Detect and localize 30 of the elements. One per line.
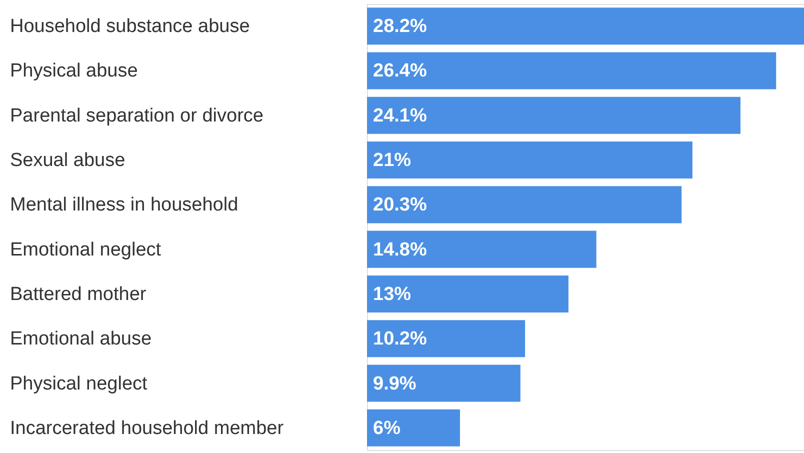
bar: [367, 96, 740, 134]
y-tick-label: Sexual abuse: [10, 150, 126, 172]
data-label: 10.2%: [373, 328, 427, 350]
data-label: 9.9%: [373, 373, 416, 394]
y-tick-label: Incarcerated household member: [10, 418, 284, 439]
bar: [367, 275, 568, 312]
data-label: 24.1%: [373, 105, 427, 126]
y-tick-label: Emotional neglect: [10, 239, 162, 260]
data-label: 6%: [373, 418, 401, 439]
data-label: 20.3%: [373, 194, 427, 216]
data-label: 26.4%: [373, 60, 427, 82]
y-tick-label: Physical neglect: [10, 373, 148, 394]
bar: [367, 8, 804, 45]
bar: [367, 364, 520, 402]
y-tick-label: Battered mother: [10, 284, 147, 305]
y-tick-label: Mental illness in household: [10, 194, 238, 216]
bar: [367, 230, 596, 268]
bar: [367, 52, 776, 90]
bar: [367, 186, 682, 224]
data-label: 21%: [373, 150, 412, 172]
y-tick-label: Emotional abuse: [10, 328, 152, 350]
bar: [367, 409, 460, 446]
data-label: 14.8%: [373, 239, 427, 260]
data-label: 28.2%: [373, 16, 427, 38]
data-label: 13%: [373, 284, 412, 305]
bar: [367, 142, 692, 179]
y-tick-label: Parental separation or divorce: [10, 105, 264, 126]
y-tick-label: Physical abuse: [10, 60, 138, 82]
y-tick-label: Household substance abuse: [10, 16, 250, 38]
bar: [367, 320, 526, 358]
